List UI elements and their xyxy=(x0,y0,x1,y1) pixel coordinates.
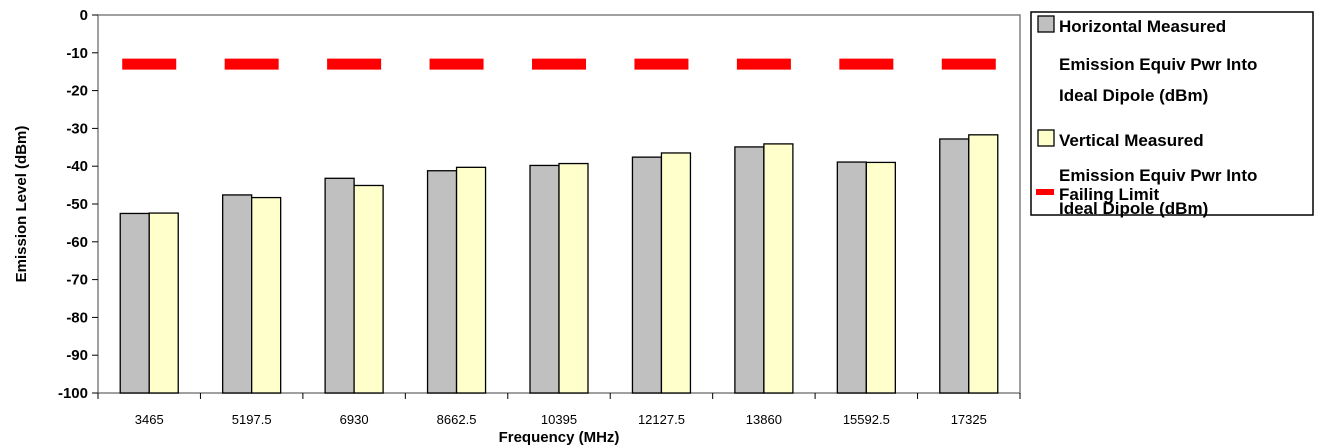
x-axis: 3465 5197.5 6930 8662.5 10395 12127.5 13860 155… xyxy=(97,393,1021,427)
y-tick-label: -20 xyxy=(66,83,88,100)
bar-horizontal xyxy=(631,156,663,394)
x-tick-label: 3465 xyxy=(135,412,164,427)
bar-horizontal xyxy=(939,138,970,394)
x-tick-label: 5197.5 xyxy=(232,412,272,427)
y-tick-label: -100 xyxy=(58,385,88,402)
bar-vertical xyxy=(968,134,999,394)
x-tick-label: 13860 xyxy=(746,412,782,427)
legend-label: Ideal Dipole (dBm) xyxy=(1059,86,1208,105)
bar-vertical xyxy=(148,212,179,394)
legend-label: Failing Limit xyxy=(1059,185,1159,204)
bar-horizontal xyxy=(119,212,150,394)
y-tick-label: -50 xyxy=(66,196,88,213)
bar-vertical xyxy=(763,143,794,394)
bar-vertical xyxy=(455,166,487,394)
legend: Horizontal Measured Emission Equiv Pwr In… xyxy=(1030,11,1314,218)
bar-vertical xyxy=(251,196,282,394)
x-tick-label: 17325 xyxy=(951,412,987,427)
bar-vertical xyxy=(353,184,384,394)
bar-horizontal xyxy=(324,177,355,394)
y-tick-label: -70 xyxy=(66,272,88,289)
y-tick-label: -80 xyxy=(66,309,88,326)
legend-label: Vertical Measured xyxy=(1059,131,1204,150)
y-tick-label: 0 xyxy=(80,7,88,24)
legend-box xyxy=(1030,11,1314,216)
legend-marker-vertical xyxy=(1037,129,1055,147)
y-axis-title: Emission Level (dBm) xyxy=(13,126,30,283)
bar-horizontal xyxy=(836,161,867,394)
legend-label: Horizontal Measured xyxy=(1059,17,1226,36)
y-tick-label: -60 xyxy=(66,234,88,251)
legend-label: Ideal Dipole (dBm) xyxy=(1059,199,1208,218)
bar-vertical xyxy=(865,161,896,394)
x-tick-label: 15592.5 xyxy=(843,412,890,427)
x-tick-label: 12127.5 xyxy=(638,412,685,427)
bar-horizontal xyxy=(529,164,560,394)
y-tick-label: -10 xyxy=(66,45,88,62)
bar-horizontal xyxy=(734,146,765,394)
legend-label: Emission Equiv Pwr Into xyxy=(1059,166,1257,185)
bar-vertical xyxy=(558,162,589,394)
bar-vertical xyxy=(660,152,692,394)
legend-marker-horizontal xyxy=(1037,15,1055,33)
y-tick-label: -40 xyxy=(66,158,88,175)
bar-horizontal xyxy=(426,170,458,394)
x-tick-label: 8662.5 xyxy=(437,412,477,427)
bar-horizontal xyxy=(222,194,253,394)
x-tick-label: 10395 xyxy=(541,412,577,427)
x-tick-label: 6930 xyxy=(340,412,369,427)
y-tick-label: -30 xyxy=(66,120,88,137)
x-axis-title: Frequency (MHz) xyxy=(499,429,620,446)
bar-series-group xyxy=(119,134,999,394)
y-axis: 0 -10 -20 -30 -40 -50 -60 -70 -80 -90 -100 xyxy=(58,7,98,402)
y-tick-label: -90 xyxy=(66,347,88,364)
legend-label: Emission Equiv Pwr Into xyxy=(1059,55,1257,74)
